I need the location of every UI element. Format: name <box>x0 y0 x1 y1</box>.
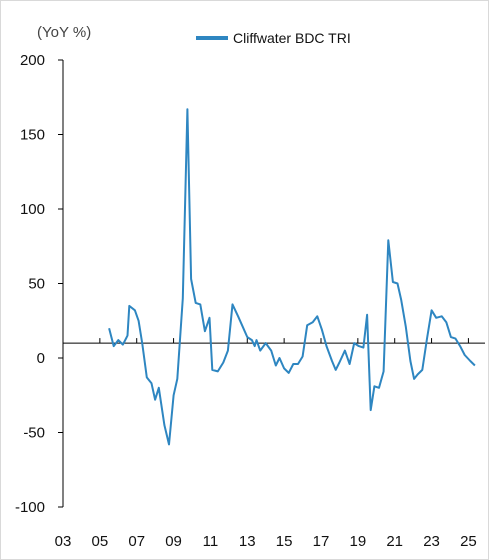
x-tick-label: 09 <box>165 533 182 550</box>
x-tick-label: 25 <box>460 533 477 550</box>
y-tick-label: 100 <box>20 201 45 218</box>
y-tick-label: 0 <box>37 350 45 367</box>
axes <box>62 60 485 507</box>
x-tick-label: 13 <box>239 533 256 550</box>
y-tick-label: 200 <box>20 52 45 69</box>
x-axis-ticks: 03 05 07 09 11 13 15 17 19 21 23 25 <box>55 338 477 550</box>
x-tick-label: 05 <box>92 533 109 550</box>
y-tick-label: -50 <box>23 425 45 442</box>
series-line-0 <box>108 108 476 446</box>
y-tick-label: 150 <box>20 127 45 144</box>
y-axis-ticks: 200 150 100 50 0 -50 -100 <box>15 52 63 516</box>
x-tick-label: 15 <box>276 533 293 550</box>
x-tick-label: 23 <box>423 533 440 550</box>
x-tick-label: 19 <box>350 533 367 550</box>
x-tick-label: 07 <box>128 533 145 550</box>
legend: Cliffwater BDC TRI <box>196 30 351 46</box>
y-tick-label: 50 <box>28 276 45 293</box>
x-tick-label: 21 <box>386 533 403 550</box>
y-tick-label: -100 <box>15 499 45 516</box>
legend-label: Cliffwater BDC TRI <box>233 30 351 46</box>
x-tick-label: 03 <box>55 533 72 550</box>
unit-label: (YoY %) <box>37 24 91 41</box>
x-tick-label: 17 <box>313 533 330 550</box>
series-group <box>108 108 476 446</box>
x-tick-label: 11 <box>203 533 219 550</box>
